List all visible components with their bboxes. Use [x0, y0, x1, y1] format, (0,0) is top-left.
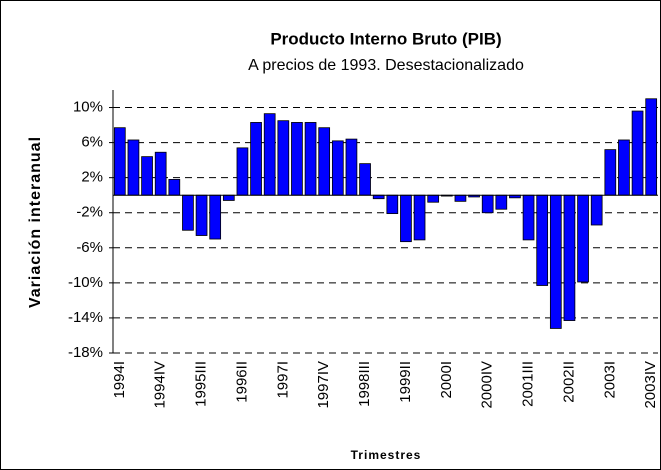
bar — [263, 113, 276, 196]
bar — [182, 194, 194, 231]
bar — [195, 194, 208, 236]
x-tick-label: 1994I — [111, 361, 128, 399]
bar — [222, 194, 235, 201]
x-tick-label: 1997I — [274, 361, 291, 399]
bar — [154, 151, 167, 196]
x-tick-label: 1997IV — [315, 361, 332, 409]
y-tick-label: 6% — [81, 134, 103, 151]
bar — [631, 110, 644, 196]
bar — [386, 194, 399, 215]
bar — [113, 127, 126, 196]
y-tick-label: -6% — [76, 239, 103, 256]
bar — [277, 120, 290, 196]
bar — [618, 139, 630, 196]
x-tick-label: 2000IV — [479, 361, 496, 409]
x-tick-label: 1998III — [356, 361, 373, 407]
bar — [318, 127, 331, 196]
x-tick-label: 2002II — [560, 361, 577, 403]
bar — [168, 179, 181, 196]
bar — [304, 122, 317, 196]
bar — [127, 139, 140, 196]
bar — [549, 194, 562, 329]
bar — [291, 122, 303, 196]
bar — [590, 194, 603, 226]
chart-title: Producto Interno Bruto (PIB) — [270, 29, 501, 48]
bar — [604, 149, 617, 196]
chart-subtitle: A precios de 1993. Desestacionalizado — [248, 57, 524, 74]
bar — [645, 98, 658, 196]
y-tick-label: -14% — [68, 309, 103, 326]
y-tick-label: -18% — [68, 344, 103, 361]
bar — [236, 147, 249, 196]
bar — [372, 194, 385, 200]
bar — [563, 194, 576, 321]
bar — [209, 194, 222, 240]
x-tick-label: 1999II — [397, 361, 414, 403]
x-tick-label: 2001III — [520, 361, 537, 407]
bar — [345, 138, 358, 196]
x-tick-label: 1994IV — [152, 361, 169, 409]
x-tick-label: 2000I — [438, 361, 455, 399]
bar — [331, 140, 344, 196]
bar — [495, 194, 508, 210]
bar — [427, 194, 440, 203]
bar — [359, 163, 371, 196]
y-tick-label: 10% — [73, 99, 103, 116]
y-axis-title: Variación interanual — [27, 136, 44, 308]
bar — [577, 194, 589, 283]
x-tick-label: 1996II — [233, 361, 250, 403]
x-tick-label: 2003I — [601, 361, 618, 399]
bar — [536, 194, 549, 286]
bar — [141, 156, 153, 196]
bar — [522, 194, 535, 241]
x-tick-label: 2003IV — [642, 361, 659, 409]
x-axis-title: Trimestres — [351, 448, 422, 462]
bar — [400, 194, 412, 243]
x-tick-label: 1995III — [193, 361, 210, 407]
bar — [413, 194, 426, 241]
y-tick-label: 2% — [81, 169, 103, 186]
y-tick-label: -2% — [76, 204, 103, 221]
bar — [250, 122, 262, 196]
bar — [454, 194, 467, 202]
y-tick-label: -10% — [68, 274, 103, 291]
bar — [481, 194, 494, 214]
